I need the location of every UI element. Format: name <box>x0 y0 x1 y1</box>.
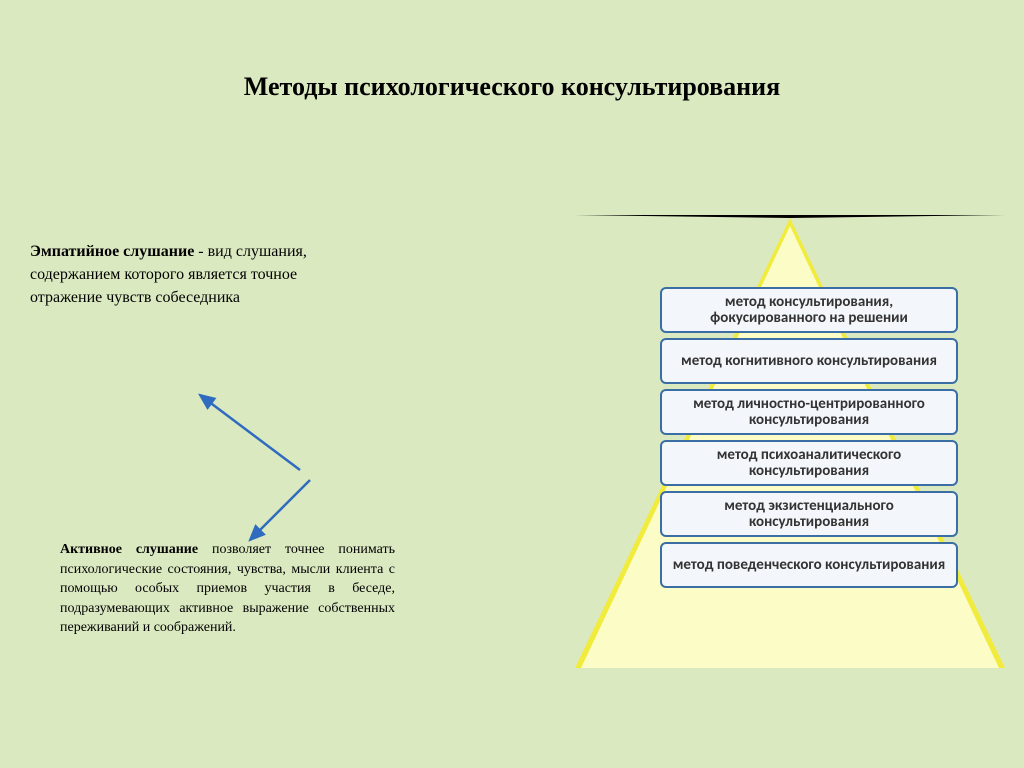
active-term: Активное слушание <box>60 542 198 557</box>
slide: { "background_color": "#dbe9c1", "title"… <box>0 0 1024 768</box>
arrow-to-active <box>250 480 310 540</box>
arrows-svg <box>0 0 1024 768</box>
empathic-block: Эмпатийное слушание - вид слушания, соде… <box>30 240 330 310</box>
arrow-to-empathic <box>200 395 300 470</box>
active-block: Активное слушание позволяет точнее поним… <box>60 540 395 638</box>
empathic-term: Эмпатийное слушание <box>30 243 194 260</box>
